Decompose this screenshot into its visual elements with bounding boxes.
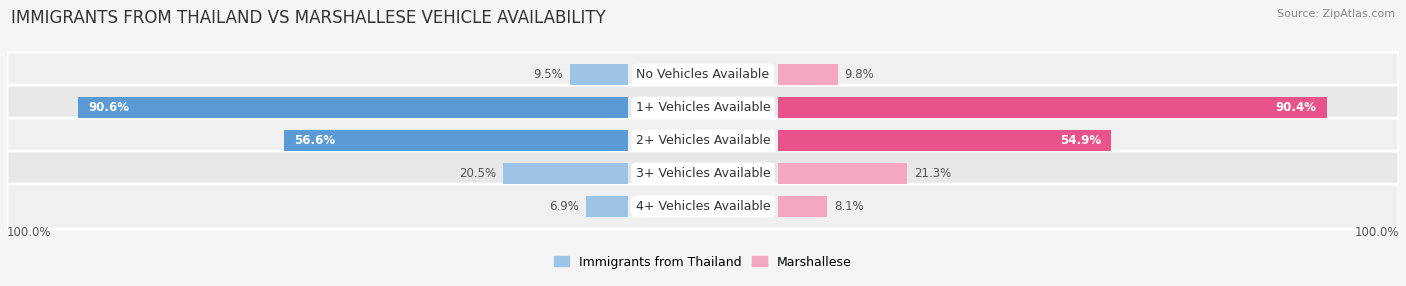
Bar	[778, 130, 1112, 151]
Legend: Immigrants from Thailand, Marshallese: Immigrants from Thailand, Marshallese	[554, 255, 852, 269]
FancyBboxPatch shape	[7, 184, 1399, 229]
Bar	[571, 64, 628, 85]
Text: 2+ Vehicles Available: 2+ Vehicles Available	[636, 134, 770, 147]
Text: 1+ Vehicles Available: 1+ Vehicles Available	[636, 101, 770, 114]
Bar	[778, 64, 838, 85]
Text: Source: ZipAtlas.com: Source: ZipAtlas.com	[1277, 9, 1395, 19]
Text: 56.6%: 56.6%	[294, 134, 336, 147]
FancyBboxPatch shape	[7, 118, 1399, 163]
Bar	[503, 163, 628, 184]
Bar	[284, 130, 628, 151]
FancyBboxPatch shape	[7, 85, 1399, 130]
Bar	[778, 97, 1327, 118]
Bar	[778, 196, 827, 217]
Text: 100.0%: 100.0%	[7, 226, 52, 239]
Bar	[586, 196, 628, 217]
Text: 90.4%: 90.4%	[1275, 101, 1317, 114]
Bar	[778, 163, 907, 184]
Text: 100.0%: 100.0%	[1354, 226, 1399, 239]
Bar	[77, 97, 628, 118]
Text: 9.8%: 9.8%	[845, 68, 875, 81]
Text: 54.9%: 54.9%	[1060, 134, 1101, 147]
Text: 4+ Vehicles Available: 4+ Vehicles Available	[636, 200, 770, 213]
Text: 20.5%: 20.5%	[460, 167, 496, 180]
Text: No Vehicles Available: No Vehicles Available	[637, 68, 769, 81]
Text: 21.3%: 21.3%	[914, 167, 952, 180]
FancyBboxPatch shape	[7, 52, 1399, 97]
Text: 3+ Vehicles Available: 3+ Vehicles Available	[636, 167, 770, 180]
FancyBboxPatch shape	[7, 151, 1399, 196]
Text: 6.9%: 6.9%	[550, 200, 579, 213]
Text: 8.1%: 8.1%	[834, 200, 863, 213]
Text: 90.6%: 90.6%	[89, 101, 129, 114]
Text: 9.5%: 9.5%	[534, 68, 564, 81]
Text: IMMIGRANTS FROM THAILAND VS MARSHALLESE VEHICLE AVAILABILITY: IMMIGRANTS FROM THAILAND VS MARSHALLESE …	[11, 9, 606, 27]
